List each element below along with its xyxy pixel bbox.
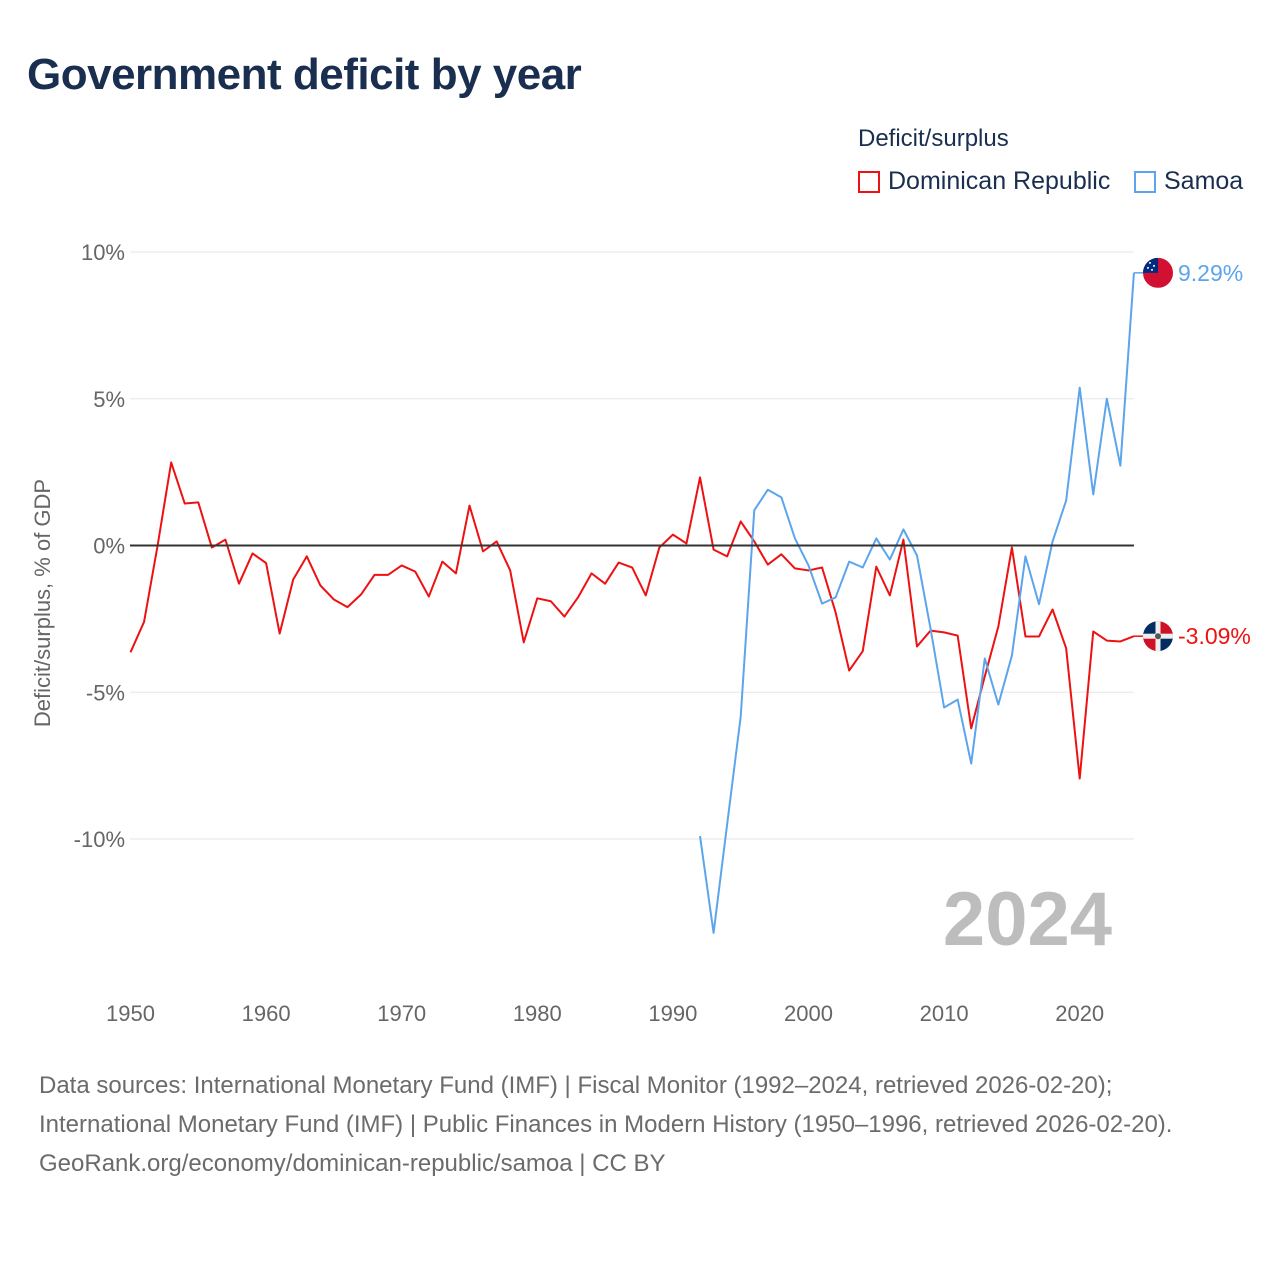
- x-tick-label: 1950: [106, 1001, 155, 1026]
- end-value-label: -3.09%: [1178, 623, 1251, 649]
- y-tick-label: -10%: [74, 827, 125, 852]
- x-tick-label: 1960: [242, 1001, 291, 1026]
- legend-item-samoa[interactable]: Samoa: [1134, 167, 1243, 196]
- y-tick-label: -5%: [86, 680, 125, 705]
- series-line-dominican-republic: [129, 461, 1135, 780]
- legend-title: Deficit/surplus: [858, 125, 1009, 152]
- legend-swatch: [1134, 170, 1156, 193]
- series-line-samoa: [699, 272, 1135, 934]
- x-tick-label: 1970: [377, 1001, 426, 1026]
- y-axis-label: Deficit/surplus, % of GDP: [30, 479, 55, 727]
- sources: Data sources: International Monetary Fun…: [39, 1066, 1239, 1183]
- chart-title: Government deficit by year: [27, 50, 582, 99]
- legend-swatch: [858, 170, 880, 193]
- x-tick-label: 2000: [784, 1001, 833, 1026]
- y-tick-label: 10%: [81, 240, 125, 265]
- x-tick-label: 2020: [1055, 1001, 1104, 1026]
- x-tick-label: 1980: [513, 1001, 562, 1026]
- sources-link[interactable]: GeoRank.org/economy/dominican-republic/s…: [39, 1150, 666, 1177]
- x-tick-label: 2010: [920, 1001, 969, 1026]
- sources-line: International Monetary Fund (IMF) | Publ…: [39, 1111, 1173, 1138]
- legend-label: Dominican Republic: [888, 167, 1111, 195]
- x-tick-label: 1990: [648, 1001, 697, 1026]
- y-tick-label: 0%: [93, 534, 125, 559]
- sources-line: Data sources: International Monetary Fun…: [39, 1072, 1113, 1099]
- year-watermark: 2024: [943, 877, 1112, 962]
- flag-samoa-icon: [1143, 257, 1173, 288]
- end-value-label: 9.29%: [1178, 260, 1243, 286]
- y-tick-label: 5%: [93, 387, 125, 412]
- legend-item-dominican-republic[interactable]: Dominican Republic: [858, 167, 1110, 196]
- legend-label: Samoa: [1164, 167, 1244, 195]
- flag-dominican-republic-icon: [1143, 621, 1173, 652]
